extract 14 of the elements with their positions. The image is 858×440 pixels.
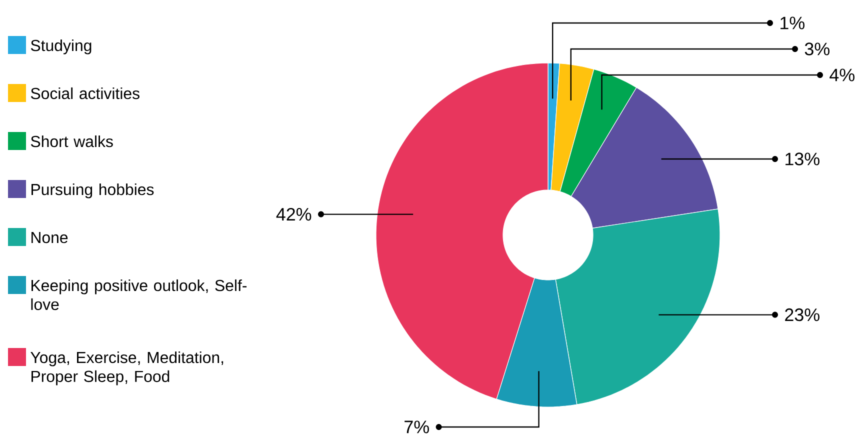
legend-label: Keeping positive outlook, Self-love xyxy=(31,279,247,310)
legend-label: Pursuing hobbies xyxy=(32,183,154,198)
legend-label: Yoga, Exercise, Meditation, Proper Sleep, Food xyxy=(30,351,224,386)
data-label: 13% xyxy=(786,152,820,166)
legend-label: Short walks xyxy=(30,135,113,148)
data-label: 42% xyxy=(276,208,312,221)
legend-label: None xyxy=(32,232,68,244)
data-label: 4% xyxy=(830,68,854,82)
data-label: 7% xyxy=(404,420,429,434)
data-label: 1% xyxy=(780,16,804,30)
legend-label: Social activities xyxy=(30,87,140,100)
data-label: 3% xyxy=(804,42,830,56)
legend-label: Studying xyxy=(30,39,92,54)
data-label: 23% xyxy=(785,308,820,322)
